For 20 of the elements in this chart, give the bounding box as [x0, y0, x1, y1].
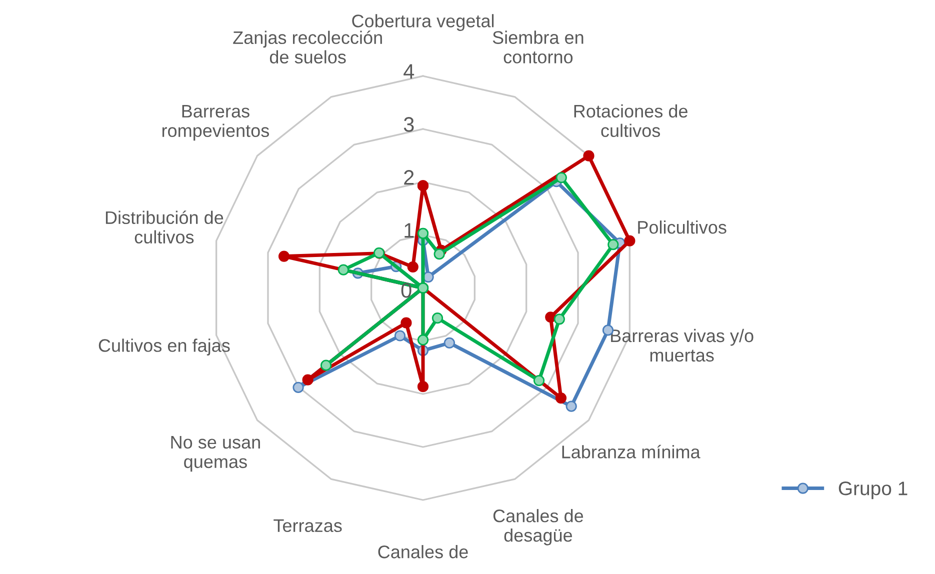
spoke-label: Barreras rompevientos [162, 105, 269, 141]
spoke-label: Policultivos [638, 220, 726, 234]
spoke-label: Labranza mínima [562, 444, 700, 458]
y-tick-label: 3 [404, 117, 414, 132]
spoke-label: Cobertura vegetal [352, 14, 494, 31]
y-tick-label: 4 [404, 64, 414, 79]
spoke-label: No se usan quemas [171, 436, 260, 472]
spoke-label: Canales de desagüe [493, 509, 584, 546]
spoke-label: Barreras vivas y/o muertas [611, 328, 754, 362]
legend-label: Grupo 1 [838, 481, 908, 500]
y-tick-label: 1 [404, 223, 414, 238]
spoke-label: Terrazas [274, 519, 342, 532]
spoke-label: Rotaciones de cultivos [574, 104, 688, 138]
spoke-label: Siembra en contorno [492, 30, 584, 64]
spoke-label: Cultivos en fajas [98, 338, 230, 356]
spoke-label: Distribución de cultivos [106, 210, 224, 244]
spoke-label: Canales de [378, 545, 468, 558]
spoke-label: Zanjas recolección de suelos [233, 30, 382, 64]
y-tick-label: 0 [401, 283, 412, 298]
y-tick-label: 2 [404, 170, 414, 185]
